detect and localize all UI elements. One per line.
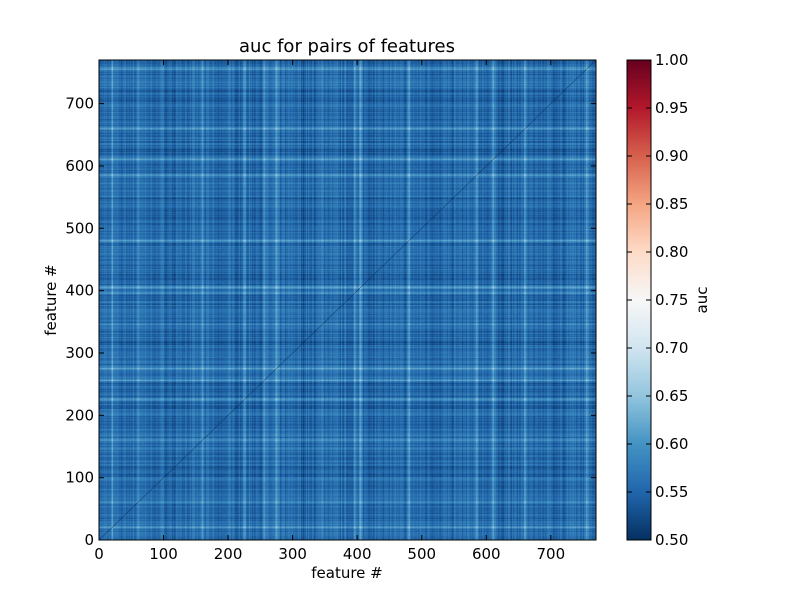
x-tick-label: 200 — [214, 545, 243, 563]
colorbar-tick-label: 0.90 — [655, 147, 688, 165]
colorbar-tick-label: 0.70 — [655, 339, 688, 357]
y-tick-label: 500 — [65, 219, 94, 237]
colorbar-tick-label: 0.65 — [655, 387, 688, 405]
colorbar-tick-label: 0.60 — [655, 435, 688, 453]
colorbar-tick-label: 1.00 — [655, 51, 688, 69]
y-axis-label: feature # — [42, 264, 60, 336]
x-tick-label: 0 — [94, 545, 104, 563]
colorbar-tick-label: 0.75 — [655, 291, 688, 309]
colorbar-tick-label: 0.80 — [655, 243, 688, 261]
y-tick-label: 200 — [65, 406, 94, 424]
x-tick-label: 700 — [536, 545, 565, 563]
colorbar-tick-label: 0.85 — [655, 195, 688, 213]
y-tick-label: 700 — [65, 95, 94, 113]
colorbar: 0.50 0.55 0.60 0.65 0.70 0.75 0.80 0.85 0.90 0.95… — [626, 51, 711, 549]
x-axis: 0 100 200 300 400 500 600 700 — [94, 60, 565, 563]
y-tick-label: 100 — [65, 469, 94, 487]
y-tick-label: 0 — [84, 531, 94, 549]
chart-title: auc for pairs of features — [239, 36, 455, 57]
x-tick-label: 500 — [407, 545, 436, 563]
x-tick-label: 100 — [149, 545, 178, 563]
colorbar-ticks: 0.50 0.55 0.60 0.65 0.70 0.75 0.80 0.85 0.90 0.95… — [627, 51, 688, 549]
y-axis: 0 100 200 300 400 500 600 700 — [65, 95, 596, 549]
heatmap-cells — [99, 60, 596, 540]
colorbar-tick-label: 0.55 — [655, 483, 688, 501]
y-tick-label: 600 — [65, 157, 94, 175]
plot-frame — [98, 59, 597, 541]
colorbar-tick-label: 0.95 — [655, 99, 688, 117]
x-tick-label: 400 — [343, 545, 372, 563]
x-tick-label: 600 — [472, 545, 501, 563]
y-tick-label: 400 — [65, 282, 94, 300]
y-tick-label: 300 — [65, 344, 94, 362]
x-tick-label: 300 — [278, 545, 307, 563]
x-axis-label: feature # — [311, 564, 383, 582]
heatmap-area — [99, 60, 596, 540]
colorbar-label: auc — [693, 287, 711, 314]
colorbar-tick-label: 0.50 — [655, 531, 688, 549]
